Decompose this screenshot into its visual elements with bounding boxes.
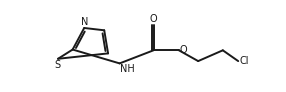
Text: O: O [180, 45, 187, 55]
Text: Cl: Cl [240, 56, 249, 66]
Text: O: O [150, 14, 157, 24]
Text: S: S [54, 60, 60, 70]
Text: N: N [81, 17, 89, 27]
Text: NH: NH [120, 64, 135, 74]
